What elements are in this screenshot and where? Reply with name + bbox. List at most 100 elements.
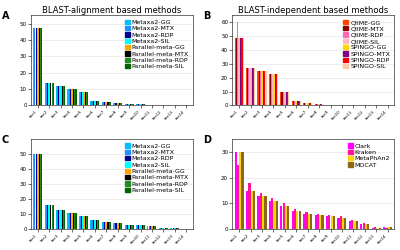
Bar [34,154,36,229]
Bar [296,101,297,105]
Bar [41,28,42,106]
Bar [332,105,333,106]
Bar [87,216,88,229]
Bar [120,223,121,229]
Bar [38,28,39,106]
Legend: Clark, Kraken, MetaPhAn2, MOCAT: Clark, Kraken, MetaPhAn2, MOCAT [346,142,391,169]
Bar [143,104,144,106]
Bar [79,92,80,106]
Bar [128,104,129,106]
Bar [277,74,278,106]
Bar [94,220,95,229]
Bar [247,68,248,106]
Bar [258,196,260,229]
Bar [272,74,273,106]
Bar [127,104,128,106]
Bar [274,74,276,106]
Bar [96,220,97,229]
Bar [64,86,65,105]
Bar [137,226,138,229]
Bar [343,105,344,106]
Bar [261,71,262,106]
Bar [322,104,324,106]
Bar [329,105,330,106]
Text: A: A [2,11,9,21]
Bar [310,214,312,229]
Bar [344,105,345,106]
Bar [171,228,172,229]
Bar [378,228,381,229]
Bar [322,215,324,229]
Bar [128,225,129,229]
Bar [103,102,104,106]
Bar [152,105,153,106]
Bar [74,89,76,106]
Bar [153,105,154,106]
Bar [34,28,36,106]
Bar [338,218,340,229]
Bar [113,103,114,106]
Bar [50,82,52,106]
Bar [140,104,142,106]
Bar [80,216,81,229]
Bar [344,218,346,229]
Bar [349,222,351,229]
Bar [160,105,161,106]
Bar [341,105,342,106]
Bar [73,212,74,229]
Bar [58,210,60,229]
Bar [90,220,92,229]
Legend: QIIME-GG, QIIME-MTX, QIIME-RDP, QIIME-SIL, SPINGO-GG, SPINGO-MTX, SPINGO-RDP, SP: QIIME-GG, QIIME-MTX, QIIME-RDP, QIIME-SI… [342,18,391,70]
Bar [326,216,328,229]
Bar [127,225,128,229]
Bar [342,105,343,106]
Bar [353,105,354,106]
Bar [53,82,54,106]
Bar [308,103,309,106]
Bar [160,228,161,229]
Bar [120,103,121,106]
Bar [62,210,63,229]
Title: BLAST-independent based methods: BLAST-independent based methods [238,6,388,15]
Bar [97,100,98,105]
Bar [74,212,76,229]
Bar [280,206,282,229]
Bar [248,183,250,229]
Bar [285,206,287,229]
Bar [264,71,265,106]
Bar [86,92,87,106]
Bar [276,201,278,229]
Bar [166,228,167,229]
Bar [161,105,162,106]
Bar [163,228,164,229]
Bar [246,68,247,106]
Bar [174,228,175,229]
Bar [108,222,110,229]
Bar [326,105,327,106]
Bar [61,86,62,105]
Bar [308,214,310,229]
Bar [238,38,239,106]
Bar [258,71,260,106]
Bar [57,86,58,105]
Bar [50,205,52,229]
Bar [124,104,126,106]
Text: B: B [203,11,210,21]
Bar [137,104,138,106]
Bar [53,205,54,229]
Bar [114,103,115,106]
Title: BLAST-alignment based methods: BLAST-alignment based methods [42,6,182,15]
Bar [85,92,86,106]
Bar [365,224,367,229]
Bar [288,92,289,106]
Bar [38,154,39,229]
Bar [136,104,137,106]
Bar [110,102,111,106]
Bar [235,152,237,229]
Bar [144,104,145,106]
Bar [274,201,276,229]
Bar [292,101,293,105]
Bar [46,205,47,229]
Bar [240,38,242,106]
Bar [72,89,73,106]
